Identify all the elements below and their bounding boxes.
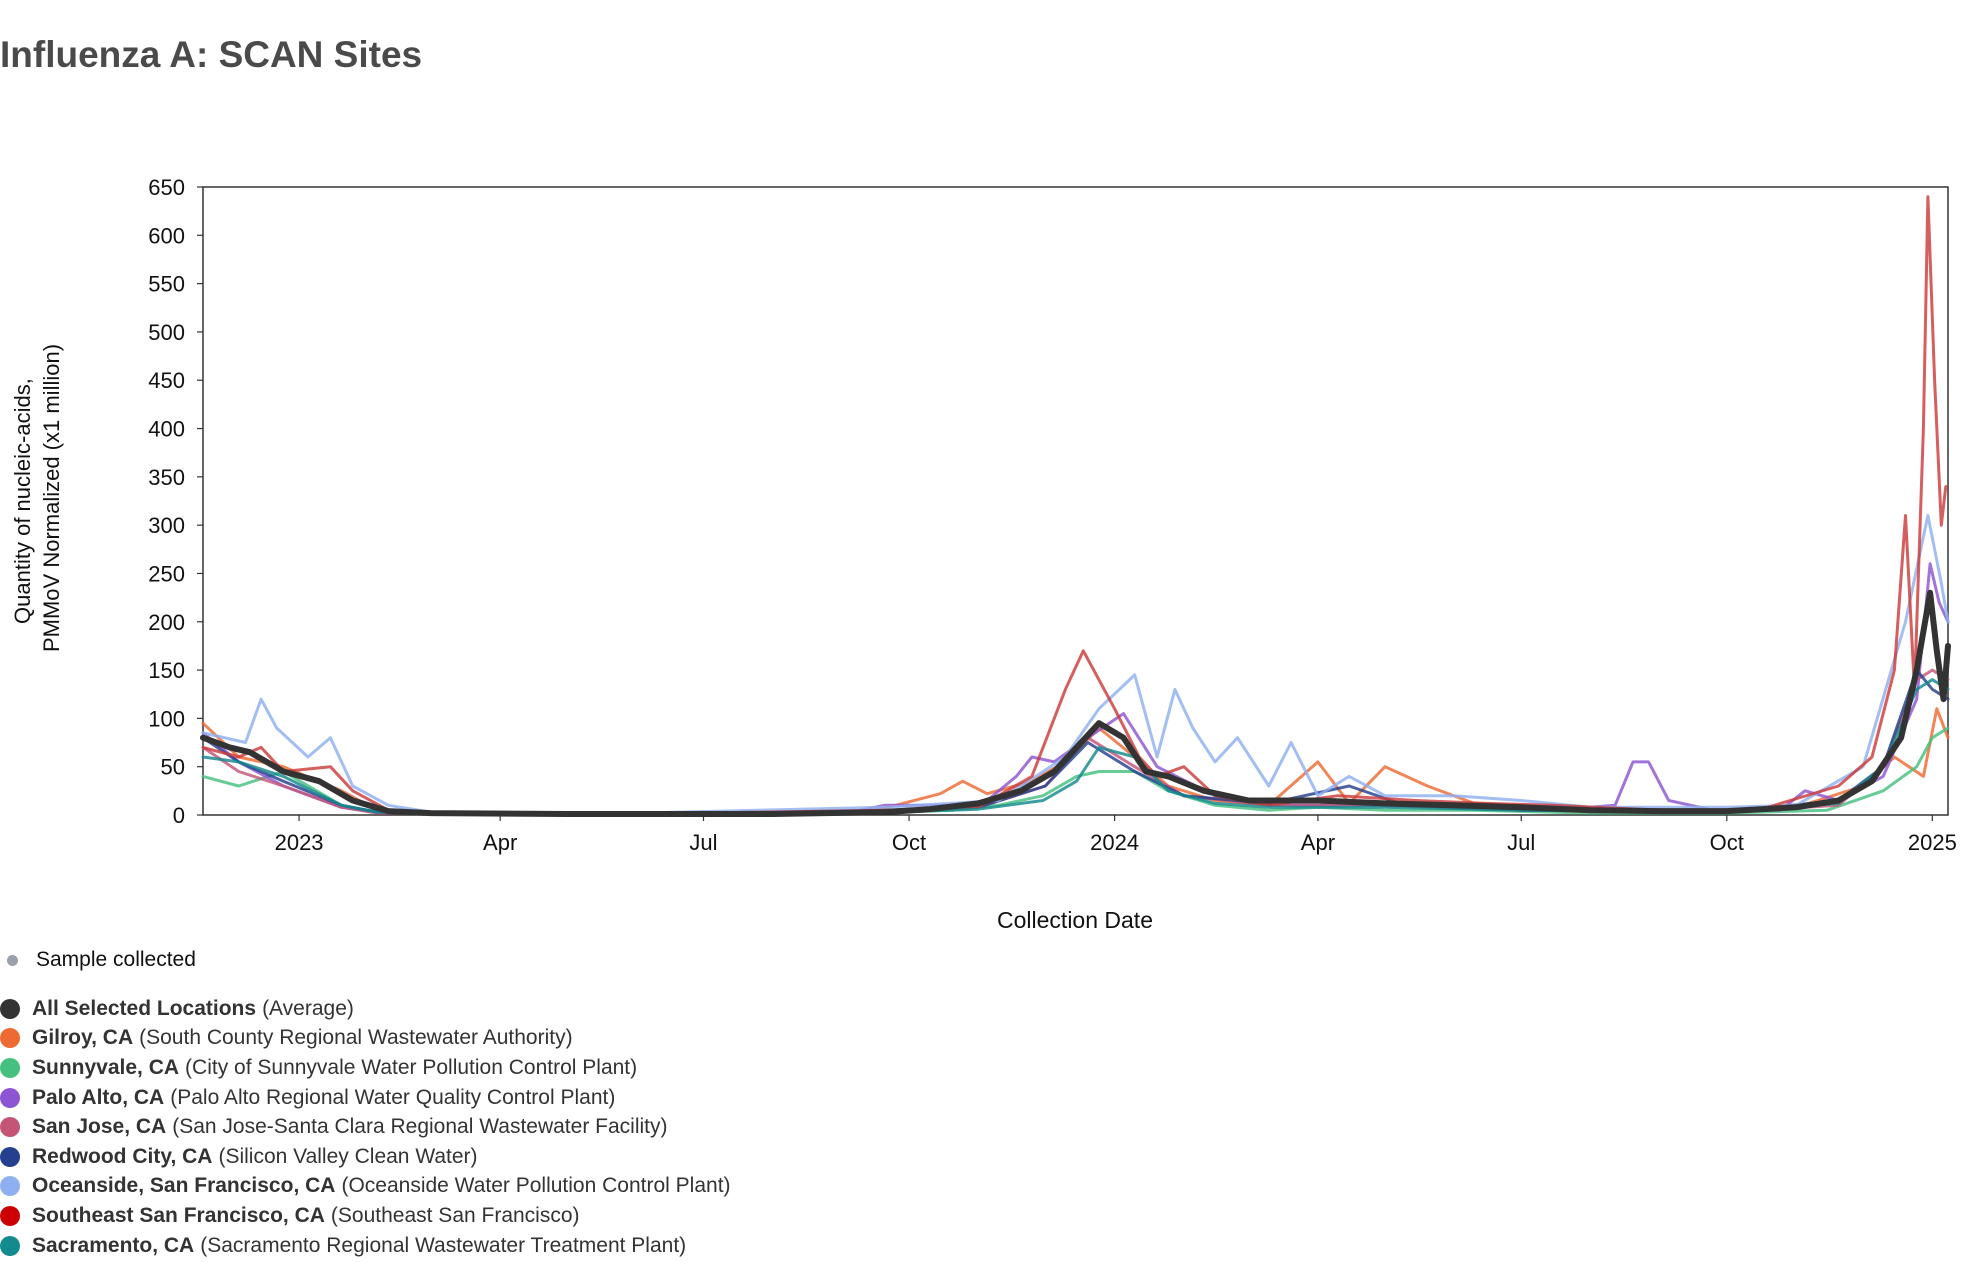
- legend-site-name: (Silicon Valley Clean Water): [218, 1144, 478, 1168]
- x-tick-label: Apr: [483, 830, 517, 855]
- legend-item[interactable]: San Jose, CA (San Jose-Santa Clara Region…: [0, 1112, 731, 1142]
- x-tick-label: Jul: [689, 830, 717, 855]
- y-tick-label: 400: [148, 417, 185, 442]
- y-axis-title-line-2: PMMoV Normalized (x1 million): [39, 344, 64, 652]
- y-tick-label: 100: [148, 706, 185, 731]
- legend-site-name: (City of Sunnyvale Water Pollution Contr…: [185, 1055, 638, 1079]
- plot-area-frame: [202, 186, 1949, 816]
- y-tick-label: 0: [173, 803, 185, 828]
- legend-location-name: All Selected Locations: [32, 996, 257, 1020]
- x-tick-label: 2025: [1908, 830, 1957, 855]
- x-axis-title: Collection Date: [997, 907, 1153, 930]
- sample-collected-label: Sample collected: [36, 948, 196, 971]
- y-tick-label: 600: [148, 223, 185, 248]
- y-tick-label: 500: [148, 320, 185, 345]
- legend-site-name: (Average): [262, 996, 354, 1020]
- legend-swatch-icon: [0, 1146, 20, 1167]
- x-tick-label: Jul: [1507, 830, 1535, 855]
- series-legend: All Selected Locations (Average) Gilroy, C…: [0, 994, 731, 1260]
- x-tick-label: Oct: [892, 830, 926, 855]
- legend-swatch-icon: [0, 1117, 20, 1138]
- legend-site-name: (Palo Alto Regional Water Quality Contro…: [170, 1085, 616, 1109]
- legend-item[interactable]: Redwood City, CA (Silicon Valley Clean Wa…: [0, 1142, 731, 1172]
- y-tick-label: 300: [148, 513, 185, 538]
- legend-site-name: (Southeast San Francisco): [330, 1203, 580, 1227]
- x-axis: 2023 Apr Jul Oct 2024 Apr Jul Oct 2025: [275, 815, 1957, 855]
- series-line-all-selected-locations: [200, 589, 1951, 817]
- sample-dot-icon: [7, 954, 18, 966]
- y-tick-label: 250: [148, 561, 185, 586]
- y-tick-label: 200: [148, 610, 185, 635]
- y-tick-label: 50: [161, 755, 185, 780]
- series-line-oceanside-san-francisco-ca: [201, 514, 1950, 815]
- legend-site-name: (Sacramento Regional Wastewater Treatmen…: [200, 1233, 687, 1257]
- legend-location-name: Palo Alto, CA: [32, 1085, 165, 1109]
- legend-item[interactable]: Oceanside, San Francisco, CA (Oceanside W…: [0, 1172, 731, 1202]
- legend-swatch-icon: [0, 1028, 20, 1049]
- x-tick-label: 2023: [275, 830, 324, 855]
- series-lines: [200, 195, 1951, 817]
- legend-item[interactable]: All Selected Locations (Average): [0, 994, 731, 1024]
- legend-location-name: Oceanside, San Francisco, CA: [32, 1174, 336, 1198]
- y-tick-label: 550: [148, 272, 185, 297]
- legend-item[interactable]: Gilroy, CA (South County Regional Wastewa…: [0, 1024, 731, 1054]
- y-axis-title-line-1: Quantity of nucleic-acids,: [10, 378, 35, 624]
- legend-swatch-icon: [0, 1205, 20, 1226]
- sample-collected-legend: Sample collected: [0, 948, 196, 972]
- page-title: Influenza A: SCAN Sites: [0, 34, 423, 75]
- y-tick-label: 150: [148, 658, 185, 683]
- legend-location-name: Sunnyvale, CA: [32, 1055, 180, 1079]
- x-tick-label: 2024: [1090, 830, 1139, 855]
- legend-site-name: (Oceanside Water Pollution Control Plant…: [341, 1174, 731, 1198]
- legend-swatch-icon: [0, 1235, 20, 1256]
- series-line-southeast-san-francisco-ca: [201, 195, 1948, 816]
- legend-swatch-icon: [0, 1176, 20, 1197]
- legend-site-name: (San Jose-Santa Clara Regional Wastewate…: [172, 1115, 668, 1139]
- legend-location-name: Sacramento, CA: [32, 1233, 195, 1257]
- y-axis-title: Quantity of nucleic-acids, PMMoV Normali…: [10, 344, 64, 652]
- legend-location-name: Redwood City, CA: [32, 1144, 213, 1168]
- legend-item[interactable]: Palo Alto, CA (Palo Alto Regional Water Q…: [0, 1083, 731, 1113]
- legend-location-name: Gilroy, CA: [32, 1026, 134, 1050]
- legend-location-name: San Jose, CA: [32, 1115, 167, 1139]
- legend-swatch-icon: [0, 1057, 20, 1078]
- legend-item[interactable]: Sacramento, CA (Sacramento Regional Waste…: [0, 1231, 731, 1261]
- legend-location-name: Southeast San Francisco, CA: [32, 1203, 325, 1227]
- y-tick-label: 450: [148, 368, 185, 393]
- x-tick-label: Apr: [1301, 830, 1335, 855]
- series-line-gilroy-ca: [201, 707, 1950, 816]
- y-tick-label: 350: [148, 465, 185, 490]
- x-tick-label: Oct: [1710, 830, 1744, 855]
- line-chart: 050100150200250300350400450500550600650 …: [10, 175, 1957, 930]
- y-tick-label: 650: [148, 175, 185, 200]
- legend-site-name: (South County Regional Wastewater Author…: [139, 1026, 573, 1050]
- legend-item[interactable]: Southeast San Francisco, CA (Southeast Sa…: [0, 1201, 731, 1231]
- legend-swatch-icon: [0, 998, 20, 1019]
- y-axis: 0 50 100 150 200 250 300 350 400 450 500 550 600 650: [148, 175, 203, 828]
- legend-swatch-icon: [0, 1087, 20, 1108]
- legend-item[interactable]: Sunnyvale, CA (City of Sunnyvale Water Po…: [0, 1053, 731, 1083]
